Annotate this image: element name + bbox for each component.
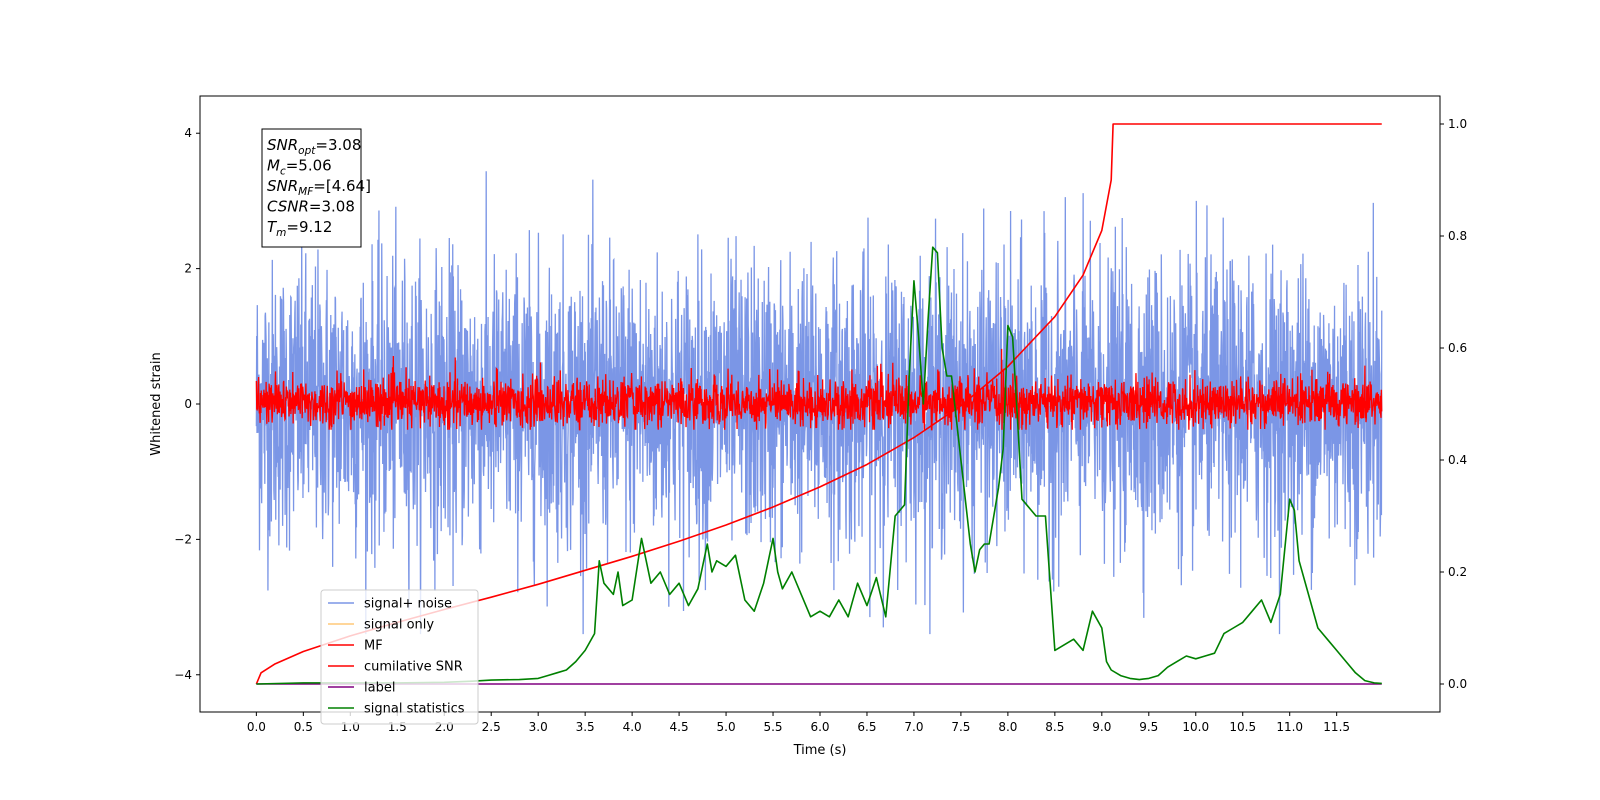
y-axis-left-ticks: 4 2 0 −2 −4 — [174, 126, 200, 682]
y-axis-right-ticks: 1.0 0.8 0.6 0.4 0.2 0.0 — [1440, 117, 1467, 691]
x-tick-label: 6.0 — [810, 720, 829, 734]
legend-label: signal only — [364, 618, 434, 633]
x-tick-label: 3.5 — [576, 720, 595, 734]
series-mf-line — [255, 348, 1383, 431]
y-right-tick-label: 0.4 — [1448, 453, 1467, 467]
series-signal-noise-line — [255, 171, 1383, 635]
x-tick-label: 7.0 — [904, 720, 923, 734]
info-box-line: Mc=5.06 — [267, 157, 332, 178]
y-left-tick-label: −4 — [174, 668, 192, 682]
y-right-tick-label: 0.0 — [1448, 677, 1467, 691]
y-right-tick-label: 0.6 — [1448, 341, 1467, 355]
x-tick-label: 4.0 — [623, 720, 642, 734]
info-box-frame — [261, 128, 362, 248]
legend-label: MF — [364, 639, 383, 654]
y-left-tick-label: 4 — [184, 126, 192, 140]
y-right-tick-label: 0.2 — [1448, 565, 1467, 579]
series-signal-statistics-line — [256, 246, 1382, 685]
y-axis-label: Whitened strain — [149, 352, 164, 455]
x-tick-label: 4.5 — [670, 720, 689, 734]
info-box-line: SNRopt=3.08 — [267, 136, 361, 157]
x-tick-label: 5.5 — [763, 720, 782, 734]
y-right-tick-label: 0.8 — [1448, 229, 1467, 243]
x-tick-label: 6.5 — [857, 720, 876, 734]
x-tick-label: 9.0 — [1092, 720, 1111, 734]
info-box-line: Tm=9.12 — [267, 218, 332, 239]
x-tick-label: 11.0 — [1276, 720, 1303, 734]
x-tick-label: 8.5 — [1045, 720, 1064, 734]
y-left-tick-label: −2 — [174, 532, 192, 546]
x-tick-label: 0.5 — [294, 720, 313, 734]
x-axis-label: Time (s) — [793, 743, 847, 758]
info-box-line: SNRMF=[4.64] — [267, 177, 371, 198]
x-tick-label: 8.0 — [998, 720, 1017, 734]
x-tick-label: 2.5 — [482, 720, 501, 734]
legend-label: signal statistics — [364, 702, 465, 717]
x-tick-label: 7.5 — [951, 720, 970, 734]
legend-label: label — [364, 681, 395, 696]
x-tick-label: 0.0 — [247, 720, 266, 734]
legend-label: signal+ noise — [364, 597, 452, 612]
info-box-line: CSNR=3.08 — [267, 198, 355, 216]
legend-frame — [320, 589, 479, 725]
legend-label: cumilative SNR — [364, 660, 463, 675]
legend: signal+ noise signal only MF cumilative SNR… — [320, 589, 479, 725]
x-tick-label: 10.5 — [1229, 720, 1256, 734]
y-left-tick-label: 0 — [184, 397, 192, 411]
x-tick-label: 9.5 — [1139, 720, 1158, 734]
x-tick-label: 3.0 — [529, 720, 548, 734]
y-right-tick-label: 1.0 — [1448, 117, 1467, 131]
x-tick-label: 10.0 — [1182, 720, 1209, 734]
y-left-tick-label: 2 — [184, 262, 192, 276]
x-tick-label: 11.5 — [1323, 720, 1350, 734]
x-tick-label: 5.0 — [717, 720, 736, 734]
